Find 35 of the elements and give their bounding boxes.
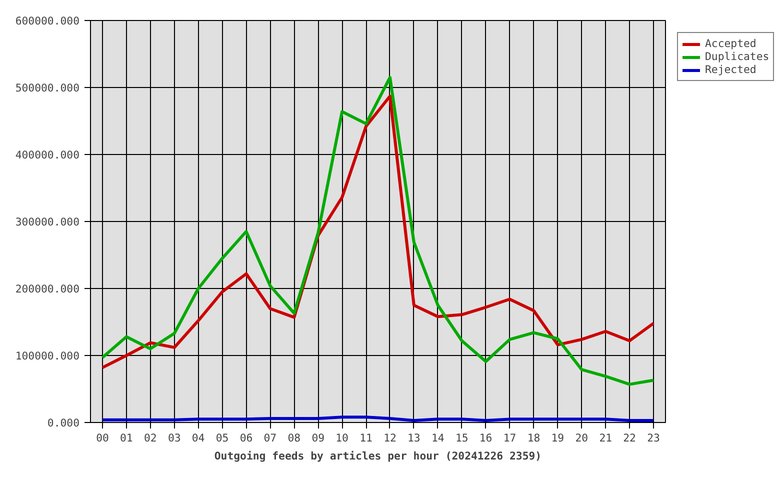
x-tick-label: 22 xyxy=(623,432,636,444)
x-tick-label: 10 xyxy=(336,432,348,444)
x-tick-label: 16 xyxy=(479,432,492,444)
x-tick-label: 08 xyxy=(288,432,301,444)
x-tick-label: 01 xyxy=(120,432,133,444)
x-tick-label: 23 xyxy=(647,432,660,444)
x-tick-label: 14 xyxy=(431,432,444,444)
x-tick-label: 15 xyxy=(455,432,468,444)
x-tick-label: 12 xyxy=(384,432,396,444)
x-tick-label: 07 xyxy=(264,432,277,444)
x-tick-label: 04 xyxy=(192,432,205,444)
y-tick-label: 100000.000 xyxy=(15,350,80,362)
x-tick-label: 21 xyxy=(599,432,612,444)
x-tick-label: 03 xyxy=(168,432,181,444)
x-tick-label: 20 xyxy=(575,432,588,444)
legend-label: Rejected xyxy=(705,63,756,76)
legend-label: Accepted xyxy=(705,37,756,50)
legend-label: Duplicates xyxy=(705,50,770,63)
x-tick-label: 00 xyxy=(96,432,109,444)
y-tick-label: 300000.000 xyxy=(15,216,80,228)
y-tick-label: 600000.000 xyxy=(15,14,80,28)
x-tick-label: 02 xyxy=(144,432,157,444)
x-tick-label: 19 xyxy=(551,432,564,444)
x-tick-label: 05 xyxy=(216,432,229,444)
y-tick-label: 400000.000 xyxy=(15,148,80,162)
x-axis-title: Outgoing feeds by articles per hour (20241226 2359) xyxy=(214,450,542,462)
y-tick-label: 200000.000 xyxy=(15,282,80,296)
y-tick-label: 500000.000 xyxy=(15,82,80,94)
x-tick-label: 06 xyxy=(240,432,253,444)
x-tick-label: 13 xyxy=(408,432,420,444)
x-tick-label: 09 xyxy=(312,432,325,444)
x-tick-label: 18 xyxy=(527,432,540,444)
x-tick-label: 11 xyxy=(360,432,372,444)
y-tick-label: 0.000 xyxy=(47,416,80,430)
x-tick-label: 17 xyxy=(503,432,516,444)
